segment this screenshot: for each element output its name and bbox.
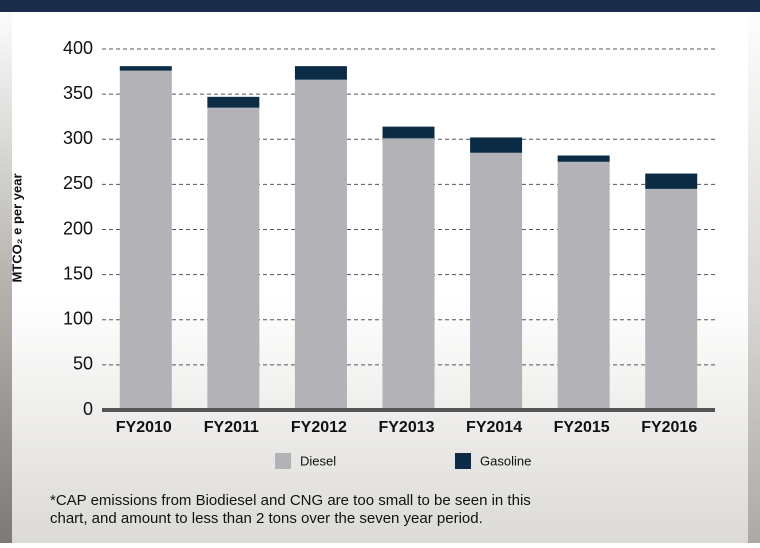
y-tick-label: 200 xyxy=(63,218,93,238)
bar-segment xyxy=(383,138,435,410)
bar-segment xyxy=(383,127,435,139)
x-tick-label: FY2014 xyxy=(466,419,522,436)
x-tick-label: FY2011 xyxy=(204,419,259,436)
bar-segment xyxy=(120,66,172,71)
legend-label: Diesel xyxy=(300,453,336,468)
bar-segment xyxy=(295,80,347,410)
y-axis-label: MTCO₂ e per year xyxy=(9,173,24,282)
x-tick-label: FY2015 xyxy=(554,419,610,436)
y-tick-label: 150 xyxy=(63,263,93,283)
bar-segment xyxy=(295,66,347,80)
bar-segment xyxy=(207,108,259,410)
x-tick-label: FY2013 xyxy=(378,419,434,436)
footnote: chart, and amount to less than 2 tons ov… xyxy=(50,510,483,527)
y-tick-label: 100 xyxy=(63,309,93,329)
y-tick-label: 50 xyxy=(73,354,93,374)
x-tick-label: FY2012 xyxy=(291,419,347,436)
bar-segment xyxy=(470,153,522,410)
footnote: *CAP emissions from Biodiesel and CNG ar… xyxy=(50,492,531,509)
y-tick-label: 400 xyxy=(63,38,93,58)
bar-segment xyxy=(645,174,697,189)
y-tick-label: 350 xyxy=(63,83,93,103)
chart: MTCO₂ e per year *CAP emissions from Bio… xyxy=(0,0,760,543)
y-tick-label: 300 xyxy=(63,128,93,148)
bar-segment xyxy=(207,97,259,108)
legend-swatch xyxy=(455,453,471,469)
legend-swatch xyxy=(275,453,291,469)
bar-segment xyxy=(120,71,172,410)
x-tick-label: FY2010 xyxy=(116,419,172,436)
y-tick-label: 0 xyxy=(83,399,93,419)
bar-segment xyxy=(645,189,697,410)
y-tick-label: 250 xyxy=(63,173,93,193)
bar-segment xyxy=(558,155,610,161)
legend-label: Gasoline xyxy=(480,453,531,468)
bar-segment xyxy=(558,162,610,410)
side-strip xyxy=(748,0,760,543)
top-band xyxy=(0,0,760,12)
bar-segment xyxy=(470,137,522,152)
x-tick-label: FY2016 xyxy=(641,419,697,436)
